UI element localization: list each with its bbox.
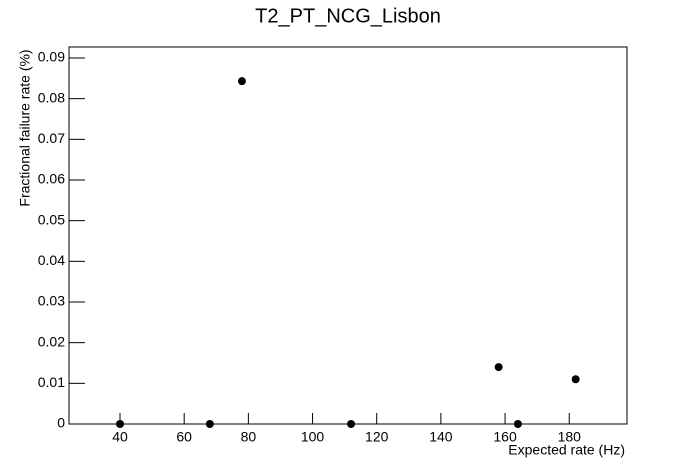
point	[237, 77, 246, 86]
y-axis-label: Fractional failure rate (%)	[17, 49, 33, 206]
point	[347, 420, 356, 428]
point	[494, 363, 503, 372]
x-tick-label: 60	[176, 429, 192, 445]
y-tick-label: 0.02	[38, 333, 65, 349]
point	[513, 420, 522, 428]
x-tick-label: 180	[558, 429, 582, 445]
y-tick-label: 0.01	[38, 374, 65, 390]
y-tick-label: 0	[57, 415, 65, 431]
chart-title: T2_PT_NCG_Lisbon	[255, 5, 441, 27]
y-tick-label: 0.07	[38, 130, 65, 146]
y-tick-label: 0.08	[38, 89, 65, 105]
point	[116, 420, 125, 428]
y-tick-label: 0.03	[38, 293, 65, 309]
x-tick-label: 160	[493, 429, 517, 445]
y-tick-label: 0.09	[38, 49, 65, 65]
y-tick-label: 0.04	[38, 252, 65, 268]
x-tick-label: 40	[112, 429, 128, 445]
point	[571, 375, 580, 384]
y-tick-label: 0.05	[38, 211, 65, 227]
x-tick-label: 120	[365, 429, 389, 445]
point	[205, 420, 214, 428]
x-tick-label: 80	[241, 429, 257, 445]
x-axis-label: Expected rate (Hz)	[508, 442, 625, 458]
x-tick-label: 100	[301, 429, 325, 445]
plot-frame	[68, 46, 628, 425]
y-tick-label: 0.06	[38, 171, 65, 187]
x-tick-label: 140	[429, 429, 453, 445]
